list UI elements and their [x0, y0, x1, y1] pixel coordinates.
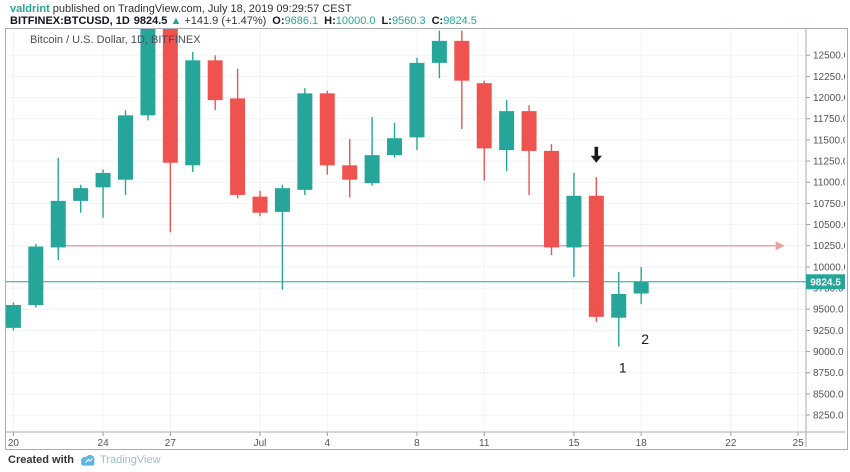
candle	[588, 195, 604, 317]
alert-line-arrowhead-icon	[775, 241, 785, 251]
price-tick-label: 9500.0	[813, 305, 844, 316]
tradingview-brand-link[interactable]: TradingView	[100, 454, 161, 466]
time-tick-label: 18	[636, 438, 648, 447]
candle	[118, 115, 133, 180]
candle	[543, 150, 559, 248]
candle	[342, 165, 358, 180]
footer: Created with TradingView	[8, 454, 161, 466]
price-tick-label: 11000.0	[813, 178, 845, 189]
time-tick-label: 11	[479, 438, 490, 447]
price-tick-label: 9250.0	[813, 326, 844, 337]
candle	[409, 62, 425, 138]
change-text: +141.9 (+1.47%)	[184, 15, 267, 27]
price-badge-value: 9824.5	[810, 277, 841, 288]
candle	[73, 188, 89, 201]
candle	[185, 60, 201, 166]
candle	[95, 172, 111, 188]
price-tick-label: 11750.0	[813, 114, 845, 125]
change-up-arrow-icon: ▲	[170, 15, 182, 27]
author-link[interactable]: valdrint	[10, 3, 50, 15]
time-tick-label: 8	[414, 438, 420, 447]
annotation-label: 2	[641, 331, 649, 347]
publish-info: published on TradingView.com, July 18, 2…	[49, 3, 352, 15]
low-label: L:	[381, 15, 392, 27]
price-tick-label: 12500.0	[813, 51, 845, 62]
candle	[50, 200, 66, 248]
time-tick-label: 27	[165, 438, 177, 447]
candle	[230, 98, 246, 195]
price-badge	[806, 274, 845, 290]
candle	[364, 155, 380, 184]
candle	[454, 40, 470, 81]
candle	[521, 111, 537, 151]
candle	[274, 188, 290, 212]
candle	[207, 60, 223, 101]
chart-legend: Bitcoin / U.S. Dollar, 1D, BITFINEX	[30, 34, 201, 46]
open-value: 9686.1	[284, 15, 319, 27]
down-arrow-annotation	[590, 155, 602, 163]
candle	[252, 196, 268, 213]
down-arrow-annotation	[594, 146, 599, 157]
open-label: O:	[272, 15, 285, 27]
candle	[431, 40, 447, 63]
chart-panel: 12500.0 12250.0 12000.0 11750.0 11500.0 11250…	[5, 28, 850, 450]
time-tick-label: 20	[8, 438, 20, 447]
candle	[5, 305, 21, 328]
close-label: C:	[431, 15, 444, 27]
close-value: 9824.5	[443, 15, 477, 27]
price-tick-label: 10500.0	[813, 220, 845, 231]
candle	[566, 195, 582, 248]
low-value: 9560.3	[391, 15, 426, 27]
time-tick-label: 25	[793, 438, 805, 447]
candle	[476, 83, 492, 149]
high-label: H:	[324, 15, 336, 27]
price-tick-label: 12000.0	[813, 93, 845, 104]
candle	[499, 111, 515, 151]
created-with-label: Created with	[8, 454, 75, 466]
time-tick-label: 24	[98, 438, 110, 447]
time-tick-label: 22	[725, 438, 737, 447]
candle	[319, 93, 335, 166]
candle	[387, 138, 403, 156]
high-value: 10000.0	[335, 15, 376, 27]
price-tick-label: 11500.0	[813, 135, 845, 146]
tradingview-cloud-icon	[81, 454, 95, 466]
price-tick-label: 9000.0	[813, 347, 844, 358]
time-tick-label: Jul	[254, 438, 267, 447]
price-tick-label: 8500.0	[813, 389, 844, 400]
publish-line: valdrint published on TradingView.com, J…	[10, 3, 352, 15]
last-price: 9824.5	[133, 15, 168, 27]
candle	[633, 281, 649, 294]
symbol-line: BITFINEX:BTCUSD, 1D 9824.5 ▲ +141.9 (+1.47%…	[10, 15, 477, 27]
candle	[162, 29, 178, 163]
candle	[140, 29, 156, 116]
symbol-interval: BITFINEX:BTCUSD, 1D	[10, 15, 130, 27]
price-tick-label: 8250.0	[813, 411, 844, 422]
candle	[28, 246, 44, 306]
candle	[611, 293, 627, 318]
price-tick-label: 10000.0	[813, 262, 845, 273]
annotation-label: 1	[619, 360, 627, 376]
price-tick-label: 8750.0	[813, 368, 844, 379]
price-tick-label: 10250.0	[813, 241, 845, 252]
time-tick-label: 15	[568, 438, 580, 447]
time-tick-label: 4	[324, 438, 330, 447]
candle	[297, 93, 313, 190]
candlestick-chart: 12500.0 12250.0 12000.0 11750.0 11500.0 11250…	[5, 29, 850, 449]
price-tick-label: 12250.0	[813, 72, 845, 83]
price-tick-label: 10750.0	[813, 199, 845, 210]
price-tick-label: 11250.0	[813, 157, 845, 168]
